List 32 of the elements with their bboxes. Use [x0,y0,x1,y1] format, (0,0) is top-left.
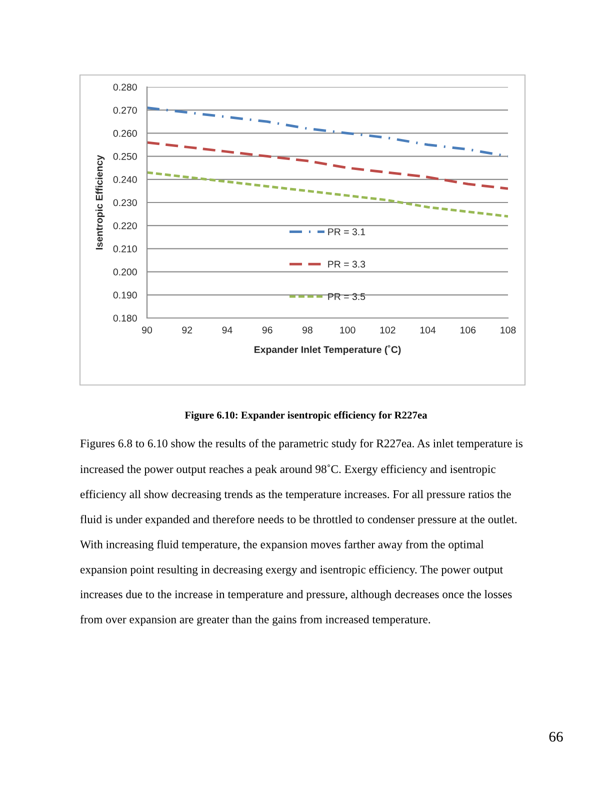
text: 66 [549,732,563,742]
y-tick-label: 0.250 [113,153,137,160]
line-series [147,106,508,158]
text: Figure 6.10: Expander isentropic efficiency for R227ea [184,411,428,421]
line-series [147,171,508,218]
line-series [147,141,508,190]
y-tick-label: 0.220 [113,222,137,230]
x-tick-label: 96 [262,326,272,334]
x-tick-label: 98 [302,326,312,334]
x-tick-label: 104 [420,326,436,334]
x-axis-title: Expander Inlet Temperature (˚C) [254,345,401,355]
y-tick-label: 0.200 [113,268,137,276]
x-tick-label: 94 [222,326,232,334]
text: Figures 6.8 to 6.10 show the results of the parametric study for R227ea. As inlet temperature is increased the power output reaches a peak around 98˚C. Exergy efficiency and isentropic efficiency all show decreasing trends as the temperature increases. For all pressure ratios the fluid is under expanded and therefore needs to be throttled to condenser pressure at the outlet. With increasing fluid temperature, the expansion moves farther away from the optimal expansion point resulting in decreasing exergy and isentropic efficiency. The power output increases due to the increase in temperature and pressure, although decreases once the losses from over expansion are greater than the gains from increased temperature. [80,439,522,626]
x-tick-label: 108 [500,326,516,334]
legend-label: PR = 3.1 [328,228,366,236]
legend-label: PR = 3.5 [328,293,366,300]
y-axis-title: Isentropic Efficiency [96,155,105,250]
y-tick-label: 0.240 [113,176,137,184]
y-tick-label: 0.280 [113,84,137,91]
x-tick-label: 92 [182,326,192,334]
x-tick-label: 90 [142,326,152,334]
x-tick-label: 102 [380,326,396,334]
x-tick-label: 100 [340,326,356,334]
y-tick-label: 0.180 [113,314,137,322]
y-tick-label: 0.270 [113,106,137,114]
legend-label: PR = 3.3 [328,260,366,268]
x-tick-label: 106 [460,326,476,334]
y-tick-label: 0.190 [113,292,137,299]
y-tick-label: 0.260 [113,130,137,137]
y-tick-label: 0.210 [113,245,137,252]
y-tick-label: 0.230 [113,199,137,206]
